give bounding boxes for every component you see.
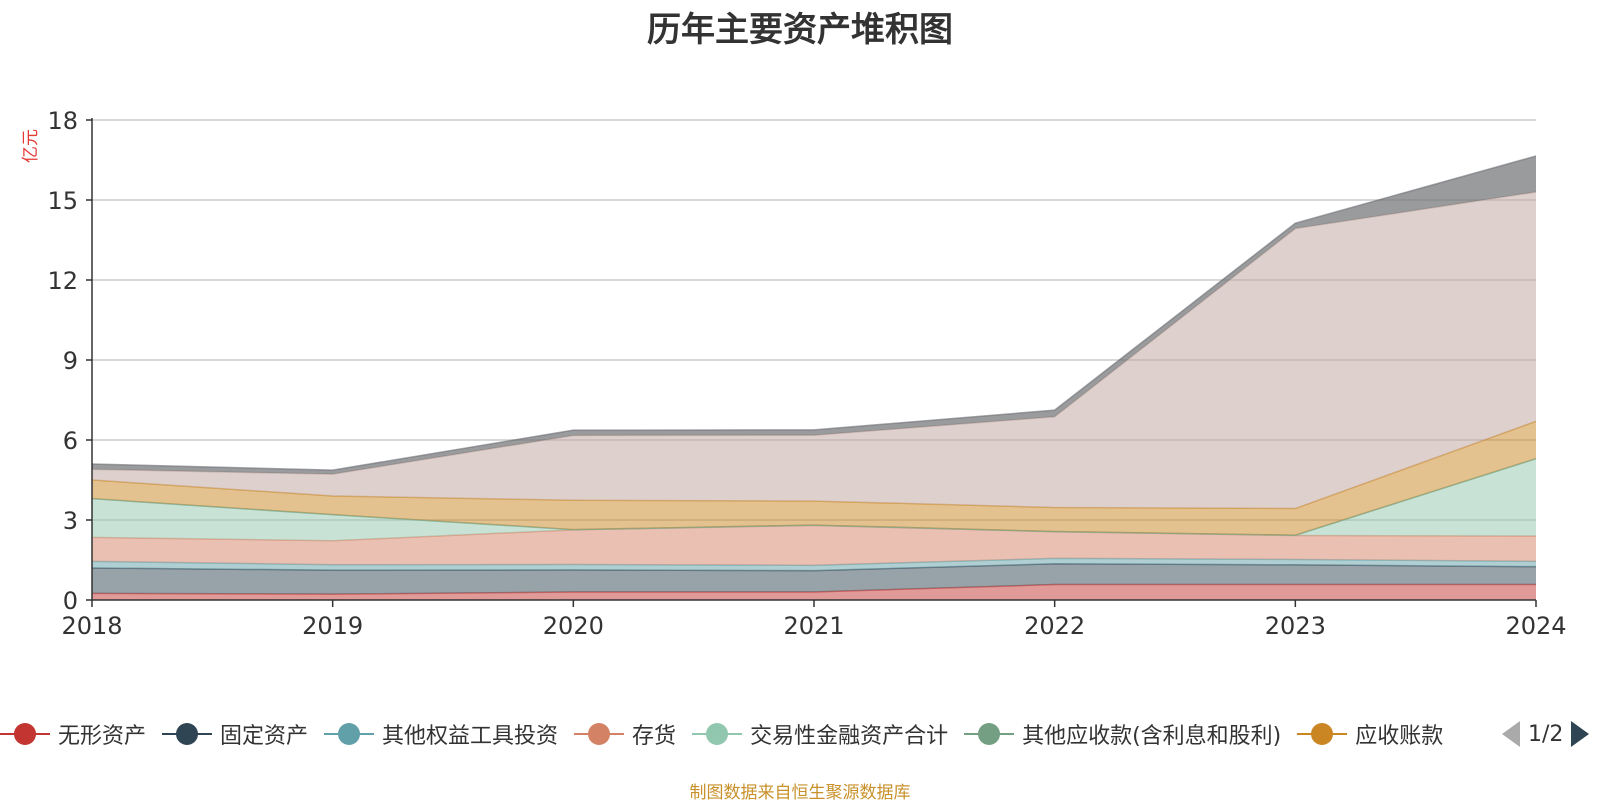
legend-next-icon[interactable] — [1571, 721, 1590, 747]
legend-item[interactable]: 应收账款 — [1297, 716, 1443, 752]
area-货币资金 — [92, 192, 1536, 509]
y-tick-label: 12 — [47, 267, 78, 295]
legend-marker-icon — [964, 716, 1015, 752]
axes: 0 3 6 9 12 15 18 2018 2019 2020 2021 2022 2023 2024 — [47, 107, 1566, 640]
legend-label: 其他权益工具投资 — [382, 724, 559, 749]
legend-item[interactable]: 其他应收款(含利息和股利) — [964, 716, 1281, 752]
legend-label: 无形资产 — [58, 724, 147, 749]
area-其他权益工具投资 — [92, 558, 1536, 571]
legend-page-indicator: 1/2 — [1528, 721, 1564, 747]
legend-prev-icon[interactable] — [1502, 721, 1520, 747]
x-tick-label: 2019 — [302, 612, 363, 640]
legend-marker-icon — [1297, 716, 1348, 752]
legend-label: 其他应收款(含利息和股利) — [1022, 724, 1282, 749]
x-tick-label: 2023 — [1265, 612, 1326, 640]
y-tick-label: 9 — [63, 347, 78, 375]
y-tick-label: 0 — [63, 587, 78, 615]
legend-marker-icon — [0, 716, 50, 752]
legend-pager: 1/2 — [1500, 716, 1600, 752]
source-note: 制图数据来自恒生聚源数据库 — [689, 783, 911, 803]
legend-item[interactable]: 交易性金融资产合计 — [692, 716, 948, 752]
chart-title: 历年主要资产堆积图 — [647, 10, 953, 50]
legend-marker-icon — [574, 716, 625, 752]
y-tick-label: 3 — [63, 507, 78, 535]
area-edge-其他 — [91, 155, 1537, 471]
legend-marker-icon — [324, 716, 375, 752]
x-tick-label: 2020 — [543, 612, 604, 640]
legend-item[interactable]: 存货 — [574, 716, 676, 752]
area-交易性金融资产合计 — [92, 458, 1536, 541]
legend-label: 应收账款 — [1355, 724, 1444, 749]
legend-item[interactable]: 固定资产 — [162, 716, 308, 752]
legend-item[interactable]: 其他权益工具投资 — [324, 716, 558, 752]
x-tick-label: 2024 — [1505, 612, 1566, 640]
legend-item[interactable]: 无形资产 — [0, 716, 146, 752]
x-tick-label: 2022 — [1024, 612, 1085, 640]
area-edge-其他应收款(含利息和股利) — [91, 457, 1537, 536]
legend-marker-icon — [692, 716, 743, 752]
legend: 无形资产 固定资产 其他权益工具投资 存货 交易性金融资产合计 其他应收款(含利息和股利)… — [0, 716, 1500, 752]
x-tick-label: 2021 — [783, 612, 844, 640]
area-固定资产 — [92, 563, 1536, 595]
area-应收账款 — [92, 421, 1536, 536]
legend-label: 存货 — [632, 724, 677, 749]
x-tick-label: 2018 — [61, 612, 122, 640]
y-axis-label: 亿元 — [21, 129, 41, 163]
y-tick-label: 15 — [47, 187, 78, 215]
legend-label: 交易性金融资产合计 — [750, 724, 949, 749]
legend-marker-icon — [162, 716, 213, 752]
y-tick-label: 18 — [47, 107, 78, 135]
y-tick-label: 6 — [63, 427, 78, 455]
legend-label: 固定资产 — [220, 724, 309, 749]
area-series — [91, 155, 1537, 600]
stacked-area-chart: 0 3 6 9 12 15 18 2018 2019 2020 2021 2022 2023 2024 亿… — [21, 107, 1567, 640]
